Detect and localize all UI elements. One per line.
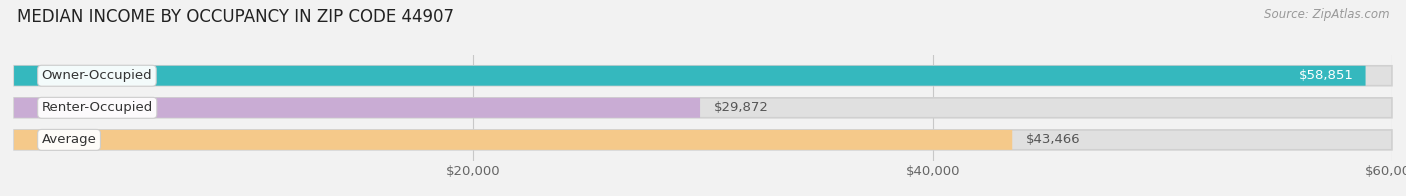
Text: $43,466: $43,466 — [1026, 133, 1081, 146]
Text: $58,851: $58,851 — [1299, 69, 1354, 82]
FancyBboxPatch shape — [14, 130, 1012, 150]
FancyBboxPatch shape — [14, 98, 1392, 118]
FancyBboxPatch shape — [14, 130, 1392, 150]
FancyBboxPatch shape — [14, 66, 1392, 86]
Text: Renter-Occupied: Renter-Occupied — [42, 101, 153, 114]
Text: Owner-Occupied: Owner-Occupied — [42, 69, 152, 82]
Text: Source: ZipAtlas.com: Source: ZipAtlas.com — [1264, 8, 1389, 21]
Text: $29,872: $29,872 — [714, 101, 769, 114]
Text: MEDIAN INCOME BY OCCUPANCY IN ZIP CODE 44907: MEDIAN INCOME BY OCCUPANCY IN ZIP CODE 4… — [17, 8, 454, 26]
Text: Average: Average — [42, 133, 97, 146]
FancyBboxPatch shape — [14, 66, 1365, 86]
FancyBboxPatch shape — [14, 98, 700, 118]
